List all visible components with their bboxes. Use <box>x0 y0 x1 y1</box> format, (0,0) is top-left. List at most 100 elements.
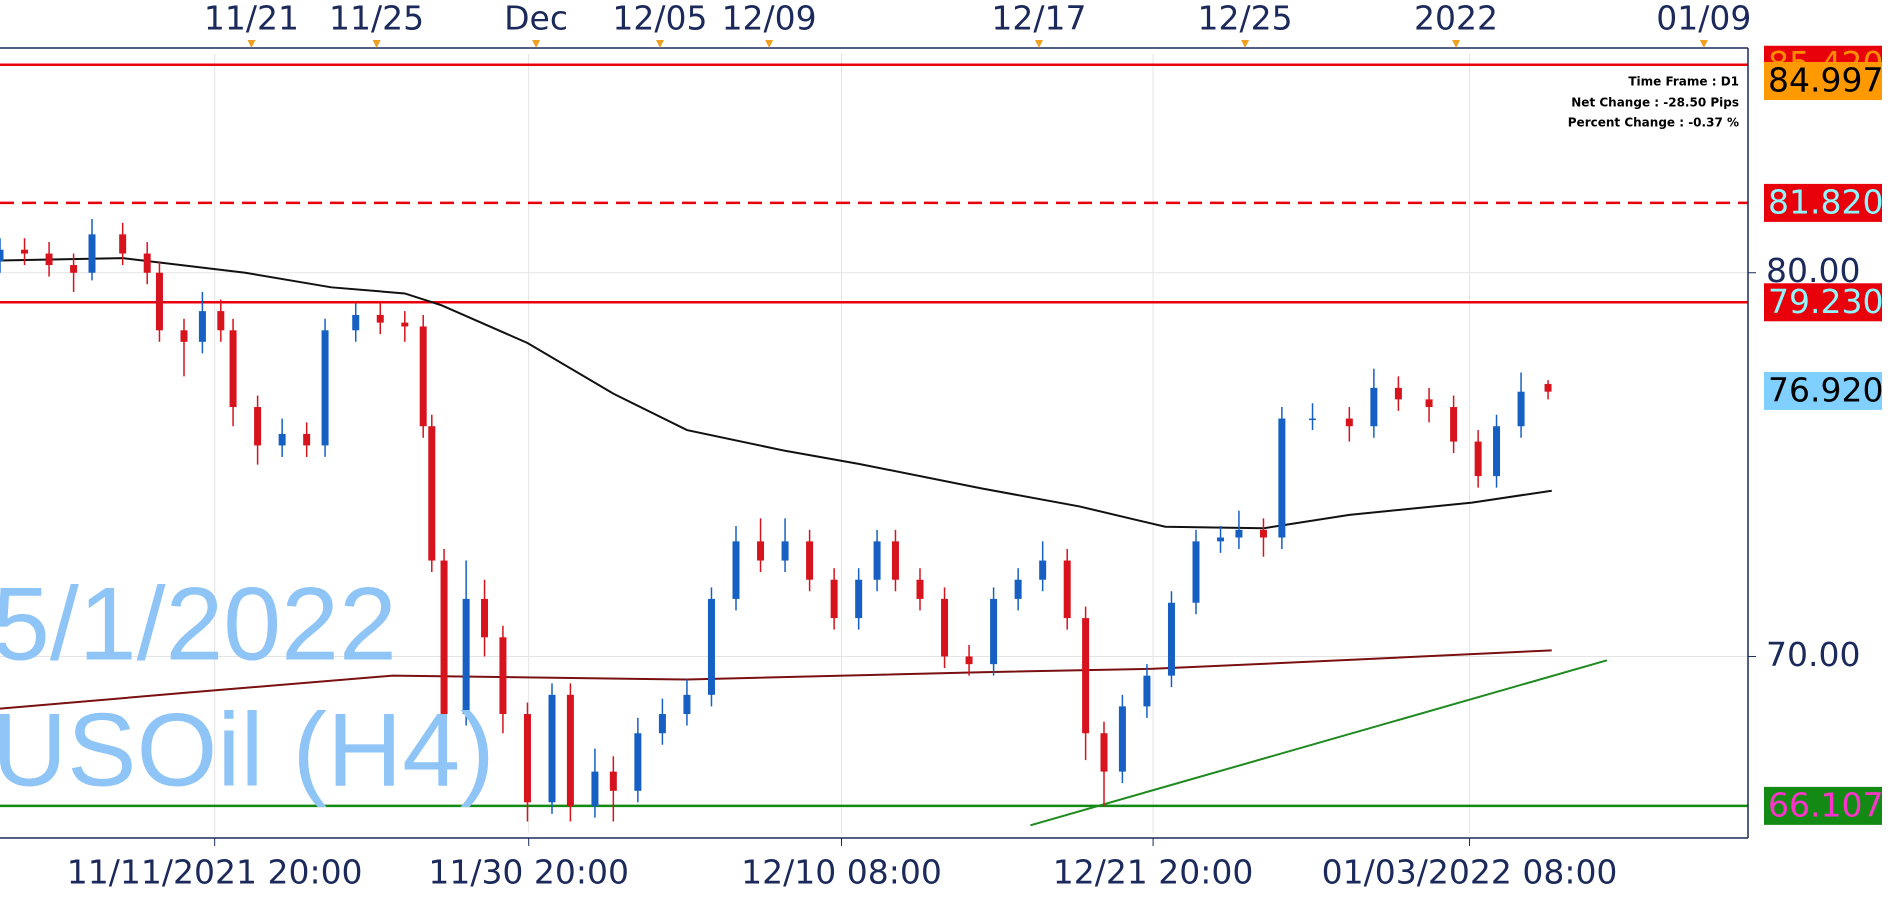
candle-body <box>376 314 384 323</box>
top-tick-label: 12/09 <box>722 0 817 38</box>
level-label-text: 79.230 <box>1768 282 1883 321</box>
candle-body <box>180 330 188 342</box>
axes <box>0 47 1749 839</box>
candle-body <box>1345 418 1353 427</box>
candle-body <box>732 541 740 599</box>
top-tick-marker <box>655 40 664 48</box>
candle-body <box>990 598 998 665</box>
candle-body <box>1192 541 1200 603</box>
info-text: Percent Change : -0.37 % <box>1568 116 1739 130</box>
candle-body <box>1450 407 1458 442</box>
candle-body <box>523 714 531 803</box>
candle-body <box>155 272 163 331</box>
candle-body <box>21 249 29 254</box>
candle-body <box>229 330 237 408</box>
candle-body <box>88 234 96 273</box>
candle-body <box>401 322 409 327</box>
candle-body <box>440 560 448 715</box>
line <box>0 649 1552 710</box>
level-label: 66.107 <box>1764 785 1883 825</box>
candle-body <box>254 407 262 446</box>
candle-body <box>70 265 78 273</box>
candle-body <box>303 433 311 446</box>
candle-body <box>481 598 489 638</box>
candle-body <box>419 326 427 427</box>
candle-body <box>1425 399 1433 408</box>
candle-body <box>873 541 881 580</box>
candle-body <box>634 733 642 791</box>
candle-body <box>1118 706 1126 772</box>
candle-body <box>143 253 151 273</box>
candle-body <box>609 771 617 791</box>
x-tick-label: 01/03/2022 08:00 <box>1322 853 1618 892</box>
candle-body <box>0 249 4 262</box>
candle-body <box>278 433 286 446</box>
candle-body <box>683 694 691 715</box>
candle-body <box>462 598 470 715</box>
candle-body <box>428 426 436 561</box>
line <box>1030 659 1608 827</box>
candle-body <box>1014 579 1022 599</box>
level-label-text: 66.107 <box>1768 785 1883 824</box>
candle-body <box>499 637 507 715</box>
candle-body <box>217 311 225 331</box>
candle-body <box>45 253 53 266</box>
level-label-box <box>1764 371 1882 410</box>
candle-body <box>566 694 574 807</box>
candle-body <box>1039 560 1047 580</box>
candle-body <box>916 579 924 599</box>
level-label-box <box>1764 786 1882 825</box>
candle-body <box>855 579 863 619</box>
candle-body <box>1143 675 1151 707</box>
x-tick-label: 12/21 20:00 <box>1053 853 1254 892</box>
top-tick-marker <box>372 40 381 48</box>
candle-body <box>1259 529 1267 538</box>
candle-body <box>757 541 765 561</box>
top-tick-marker <box>1241 40 1250 48</box>
level-label-box <box>1764 283 1882 322</box>
top-tick-label: 2022 <box>1414 0 1498 38</box>
candle-body <box>591 771 599 807</box>
top-tick-label: 01/09 <box>1656 0 1751 38</box>
top-tick-marker <box>1034 40 1043 48</box>
candle-body <box>830 579 838 619</box>
candle-body <box>1517 391 1525 427</box>
candle-body <box>941 598 949 657</box>
level-label-text: 76.920 <box>1768 370 1883 409</box>
top-tick-marker <box>765 40 774 48</box>
candle-body <box>1474 441 1482 477</box>
candle-body <box>1394 387 1402 400</box>
level-label-text: 81.820 <box>1768 182 1883 221</box>
candle-body <box>548 694 556 803</box>
plot-area <box>0 63 1748 827</box>
top-tick-label: 12/17 <box>991 0 1086 38</box>
candle-body <box>781 541 789 561</box>
level-label-box <box>1764 61 1882 100</box>
candle-body <box>1493 426 1501 477</box>
line <box>0 257 1552 530</box>
grid <box>0 54 1748 833</box>
level-label-box <box>1764 183 1882 222</box>
candle-body <box>965 656 973 665</box>
top-tick-marker <box>1699 40 1708 48</box>
candle-body <box>1370 387 1378 427</box>
top-tick-marker <box>1452 40 1461 48</box>
candle-body <box>1544 384 1552 392</box>
candle-body <box>1217 537 1225 542</box>
top-tick-label: 11/21 <box>204 0 299 38</box>
candle-body <box>1100 733 1108 772</box>
level-label: 76.920 <box>1764 370 1883 410</box>
candle-body <box>891 541 899 580</box>
candle-body <box>707 598 715 695</box>
candle-body <box>1082 618 1090 734</box>
level-label: 79.230 <box>1764 282 1883 322</box>
x-tick-label: 11/30 20:00 <box>428 853 629 892</box>
top-tick-label: 11/25 <box>329 0 424 38</box>
annotation: 5/1/2022 <box>0 566 397 682</box>
level-label-text: 84.997 <box>1768 60 1883 99</box>
candle-body <box>1235 529 1243 538</box>
candle-body <box>806 541 814 580</box>
top-tick-label: 12/05 <box>612 0 707 38</box>
